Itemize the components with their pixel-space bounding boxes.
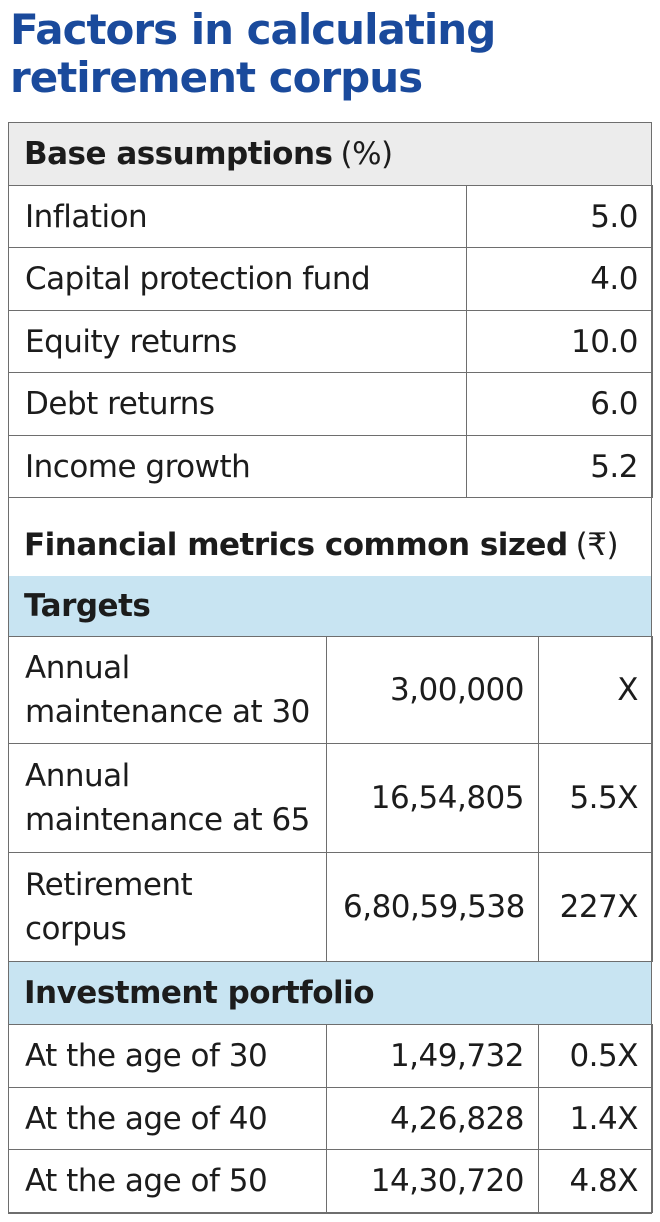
base-assumptions-heading: Base assumptions (24, 136, 333, 172)
targets-heading: Targets (24, 588, 151, 624)
targets-table: Annual maintenance at 30 3,00,000 X Annu… (8, 636, 653, 962)
row-value: 14,30,720 (326, 1149, 539, 1213)
row-label: Debt returns (8, 372, 467, 436)
investment-portfolio-table: At the age of 30 1,49,732 0.5X At the ag… (8, 1024, 653, 1213)
row-label: Annual maintenance at 65 (8, 743, 327, 853)
base-assumptions-header: Base assumptions (%) (8, 123, 652, 185)
row-label-line1: Retirement (25, 867, 193, 903)
row-label: At the age of 50 (8, 1149, 327, 1213)
table-row: At the age of 30 1,49,732 0.5X (8, 1024, 653, 1088)
row-value: 1,49,732 (326, 1024, 539, 1088)
row-value: 6,80,59,538 (326, 852, 539, 962)
table-row: Annual maintenance at 30 3,00,000 X (8, 636, 653, 744)
row-label-line1: Annual (25, 758, 130, 794)
table-row: Capital protection fund 4.0 (8, 247, 653, 311)
row-label-line1: Annual (25, 650, 130, 686)
row-label: At the age of 40 (8, 1087, 327, 1150)
row-multiple: 5.5X (538, 743, 653, 853)
row-label: Inflation (8, 185, 467, 248)
table-row: Annual maintenance at 65 16,54,805 5.5X (8, 743, 653, 853)
targets-header: Targets (8, 576, 652, 636)
table-row: Equity returns 10.0 (8, 310, 653, 373)
row-label: Annual maintenance at 30 (8, 636, 327, 744)
row-label: Capital protection fund (8, 247, 467, 311)
page-title: Factors in calculating retirement corpus (10, 5, 496, 102)
table-row: Debt returns 6.0 (8, 372, 653, 436)
table-row: At the age of 50 14,30,720 4.8X (8, 1149, 653, 1213)
row-multiple: X (538, 636, 653, 744)
table-row: Income growth 5.2 (8, 435, 653, 498)
table-row: At the age of 40 4,26,828 1.4X (8, 1087, 653, 1150)
financial-metrics-unit: (₹) (575, 527, 619, 563)
row-label-line2: maintenance at 30 (25, 694, 310, 730)
row-multiple: 227X (538, 852, 653, 962)
row-value: 5.0 (466, 185, 653, 248)
financial-metrics-header: Financial metrics common sized (₹) (8, 514, 652, 576)
row-value: 4.0 (466, 247, 653, 311)
row-value: 4,26,828 (326, 1087, 539, 1150)
row-multiple: 1.4X (538, 1087, 653, 1150)
row-multiple: 0.5X (538, 1024, 653, 1088)
financial-metrics-heading: Financial metrics common sized (24, 527, 568, 563)
investment-portfolio-header: Investment portfolio (8, 962, 652, 1024)
row-label: Income growth (8, 435, 467, 498)
row-value: 3,00,000 (326, 636, 539, 744)
row-value: 5.2 (466, 435, 653, 498)
base-assumptions-unit: (%) (340, 136, 393, 172)
base-assumptions-table: Inflation 5.0 Capital protection fund 4.… (8, 185, 653, 498)
row-label: At the age of 30 (8, 1024, 327, 1088)
table-row: Inflation 5.0 (8, 185, 653, 248)
row-value: 6.0 (466, 372, 653, 436)
row-value: 16,54,805 (326, 743, 539, 853)
row-multiple: 4.8X (538, 1149, 653, 1213)
row-label: Equity returns (8, 310, 467, 373)
row-label-line2: corpus (25, 911, 127, 947)
row-label-line2: maintenance at 65 (25, 802, 310, 838)
investment-portfolio-heading: Investment portfolio (24, 975, 375, 1011)
row-label: Retirement corpus (8, 852, 327, 962)
row-value: 10.0 (466, 310, 653, 373)
table-row: Retirement corpus 6,80,59,538 227X (8, 852, 653, 962)
